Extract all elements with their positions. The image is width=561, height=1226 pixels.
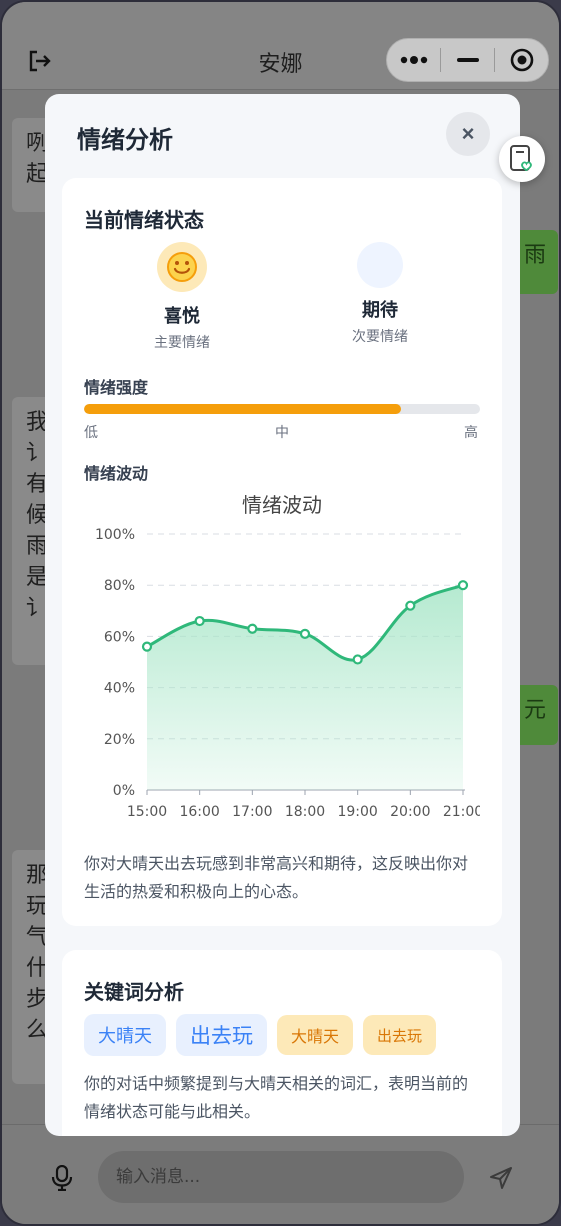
secondary-emotion-icon — [357, 242, 403, 288]
keyword-description: 你的对话中频繁提到与大晴天相关的词汇，表明当前的情绪状态可能与此相关。 — [84, 1074, 469, 1121]
message-input[interactable] — [98, 1151, 464, 1203]
chart-x-tick-label: 19:00 — [337, 804, 377, 820]
close-button[interactable]: × — [446, 112, 490, 156]
chart-data-point — [352, 654, 363, 665]
intensity-low-label: 低 — [84, 425, 98, 441]
secondary-emotion-label: 次要情绪 — [352, 329, 408, 345]
intensity-mid-label: 中 — [275, 425, 289, 441]
secondary-emotion-name: 期待 — [362, 300, 398, 321]
chart-y-tick-label: 20% — [104, 732, 135, 748]
keyword-title: 关键词分析 — [84, 980, 184, 1004]
chart-title: 情绪波动 — [242, 493, 322, 517]
primary-emotion-name: 喜悦 — [164, 306, 200, 327]
fluctuation-description: 你对大晴天出去玩感到非常高兴和期待，这反映出你对生活的热爱和积极向上的心态。 — [84, 854, 469, 901]
chart-data-point — [457, 580, 469, 591]
exit-icon[interactable] — [26, 48, 52, 74]
chart-data-point — [141, 641, 153, 652]
chart-y-tick-label: 100% — [95, 527, 135, 543]
emotion-fluctuation-chart: 情绪波动 0% 20% 40% 60% 80% 100% 15:00 16:00 17:00 1… — [95, 493, 480, 820]
chart-area-fill — [147, 585, 463, 790]
primary-emotion: 喜悦 主要情绪 — [122, 242, 242, 352]
chat-title: 安娜 — [258, 52, 303, 77]
target-close-icon[interactable] — [495, 39, 548, 81]
more-icon[interactable] — [387, 39, 440, 81]
current-emotion-title: 当前情绪状态 — [84, 208, 204, 232]
intensity-bar — [84, 404, 480, 414]
keyword-analysis-card: 关键词分析 大晴天 出去玩 大晴天 出去玩 你的对话中频繁提到与大晴天相关的词汇… — [62, 950, 502, 1136]
keyword-tags: 大晴天 出去玩 大晴天 出去玩 — [84, 1014, 437, 1056]
chat-header: 安娜 — [2, 2, 559, 90]
chart-x-tick-label: 18:00 — [285, 804, 325, 820]
modal-title: 情绪分析 — [77, 126, 173, 154]
minimize-icon[interactable] — [441, 39, 494, 81]
fluctuation-title: 情绪波动 — [84, 464, 149, 483]
keyword-tag[interactable]: 大晴天 — [84, 1014, 166, 1056]
chart-y-tick-label: 80% — [104, 578, 135, 594]
intensity-title: 情绪强度 — [84, 378, 149, 397]
chart-data-point — [194, 615, 205, 627]
current-emotion-card: 当前情绪状态 喜悦 主要情绪 期待 次要情绪 情绪强度 — [62, 178, 502, 926]
secondary-emotion: 期待 次要情绪 — [320, 242, 440, 346]
chart-x-tick-label: 16:00 — [179, 804, 219, 820]
intensity-bar-fill — [84, 404, 401, 414]
chart-x-tick-label: 21:00 — [443, 804, 480, 820]
chart-x-tick-label: 17:00 — [232, 804, 272, 820]
chart-data-point — [405, 600, 416, 611]
primary-emotion-label: 主要情绪 — [154, 335, 210, 351]
emotion-diary-button[interactable] — [499, 136, 545, 182]
chart-y-tick-label: 0% — [113, 783, 135, 799]
chart-x-tick-label: 20:00 — [390, 804, 430, 820]
chart-y-tick-label: 60% — [104, 629, 135, 645]
intensity-high-label: 高 — [464, 425, 478, 441]
keyword-tag[interactable]: 出去玩 — [363, 1015, 437, 1055]
chart-x-tick-label: 15:00 — [127, 804, 167, 820]
keyword-tag[interactable]: 大晴天 — [277, 1015, 354, 1055]
smiley-face-icon — [157, 242, 207, 292]
keyword-tag[interactable]: 出去玩 — [176, 1014, 267, 1056]
emotion-analysis-modal: 情绪分析 × 当前情绪状态 喜悦 主要情绪 — [45, 94, 520, 1136]
diary-heart-icon — [510, 145, 532, 171]
microphone-icon[interactable] — [50, 1165, 74, 1191]
send-icon[interactable] — [488, 1165, 514, 1191]
chart-data-point — [247, 623, 258, 634]
message-input-bar — [2, 1124, 559, 1224]
mini-program-capsule — [386, 38, 549, 82]
close-icon: × — [461, 121, 475, 146]
chart-data-point — [299, 628, 311, 639]
chart-y-tick-label: 40% — [104, 681, 135, 697]
